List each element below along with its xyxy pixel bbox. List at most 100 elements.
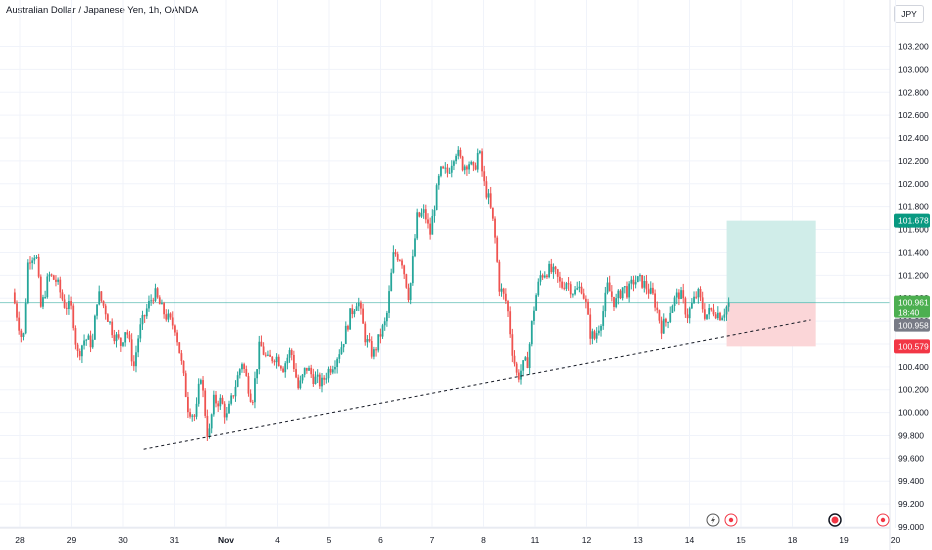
trendline[interactable] [143, 319, 811, 450]
candle-body [152, 300, 155, 302]
candle-body [606, 282, 609, 293]
candle-body [682, 290, 685, 299]
candle-body [225, 413, 228, 418]
candle-body [22, 333, 25, 337]
candle-body [494, 218, 496, 238]
candle-body [478, 151, 481, 153]
candle-body [277, 356, 280, 367]
candle-body [671, 305, 674, 313]
candle-body [411, 256, 414, 284]
candle-body [578, 286, 581, 289]
candle-body [377, 334, 380, 351]
candle-body [530, 320, 533, 345]
candle-body [703, 309, 706, 319]
candle-body [658, 310, 661, 321]
candle-body [593, 331, 596, 339]
candle-body [498, 261, 501, 292]
candle-body [163, 303, 165, 315]
candle-body [13, 292, 16, 304]
candle-body [701, 297, 704, 310]
candle-body [725, 306, 728, 315]
candle-body [543, 275, 546, 278]
candle-body [591, 331, 594, 339]
candle-body [708, 308, 711, 315]
candle-body [63, 299, 66, 308]
candle-body [409, 283, 412, 301]
candle-body [338, 354, 341, 359]
candle-body [416, 212, 419, 239]
candle-body [44, 297, 47, 299]
candle-body [437, 175, 440, 186]
candle-body [403, 265, 406, 275]
candle-body [303, 367, 306, 375]
stop-zone[interactable] [726, 303, 816, 347]
y-tick-label: 102.600 [898, 110, 929, 120]
candle-body [714, 314, 717, 319]
candle-body [504, 293, 507, 302]
candle-body [457, 149, 460, 156]
candle-body [141, 315, 144, 325]
x-tick-label: 14 [685, 535, 695, 545]
y-tick-label: 99.000 [898, 522, 924, 532]
candle-body [106, 314, 109, 322]
candle-body [102, 300, 105, 306]
candle-body [632, 279, 635, 285]
candle-body [191, 415, 194, 417]
candle-body [327, 368, 330, 379]
candle-body [249, 393, 252, 402]
candle-body [623, 286, 626, 288]
x-tick-label: 15 [736, 535, 746, 545]
candle-body [167, 313, 170, 320]
candle-body [615, 298, 618, 308]
candle-body [699, 289, 702, 298]
candle-body [433, 209, 436, 216]
candle-body [61, 292, 64, 300]
candle-body [572, 294, 574, 296]
candle-body [340, 347, 343, 355]
candle-body [357, 302, 360, 307]
candle-body [541, 275, 544, 278]
candle-body [446, 167, 449, 173]
x-tick-label: 20 [891, 535, 901, 545]
candle-body [373, 349, 375, 357]
candle-body [394, 252, 397, 255]
candle-body [487, 193, 490, 198]
current-price-tag-bg [894, 295, 930, 318]
candle-body [576, 288, 579, 290]
candle-body [186, 396, 189, 413]
candle-body [42, 297, 44, 307]
candle-body [396, 254, 399, 261]
candle-body [130, 339, 133, 362]
candle-body [727, 302, 730, 307]
currency-badge[interactable]: JPY [894, 5, 924, 23]
candle-body [195, 403, 198, 417]
candle-body [204, 390, 207, 416]
target-zone[interactable] [726, 220, 816, 304]
stop-price-tag-bg [894, 339, 930, 354]
candle-body [243, 364, 246, 369]
candle-body [554, 266, 557, 270]
candle-body [619, 290, 622, 299]
record-dot [880, 517, 886, 523]
candle-body [161, 303, 163, 305]
candle-body [143, 315, 146, 317]
candle-body [104, 305, 107, 315]
candle-body [202, 380, 204, 391]
candle-body [189, 412, 191, 417]
candle-body [128, 334, 131, 340]
candle-body [299, 380, 302, 389]
candle-body [230, 395, 233, 404]
y-tick-label: 100.000 [898, 408, 929, 418]
candle-body [435, 185, 438, 210]
candle-body [119, 337, 122, 346]
candle-body [431, 215, 434, 235]
candle-body [476, 152, 479, 170]
candle-body [169, 313, 172, 318]
candle-body [485, 181, 488, 198]
candle-body [429, 223, 432, 235]
candle-body [662, 318, 665, 334]
candle-body [440, 166, 442, 176]
candle-body [580, 286, 583, 294]
